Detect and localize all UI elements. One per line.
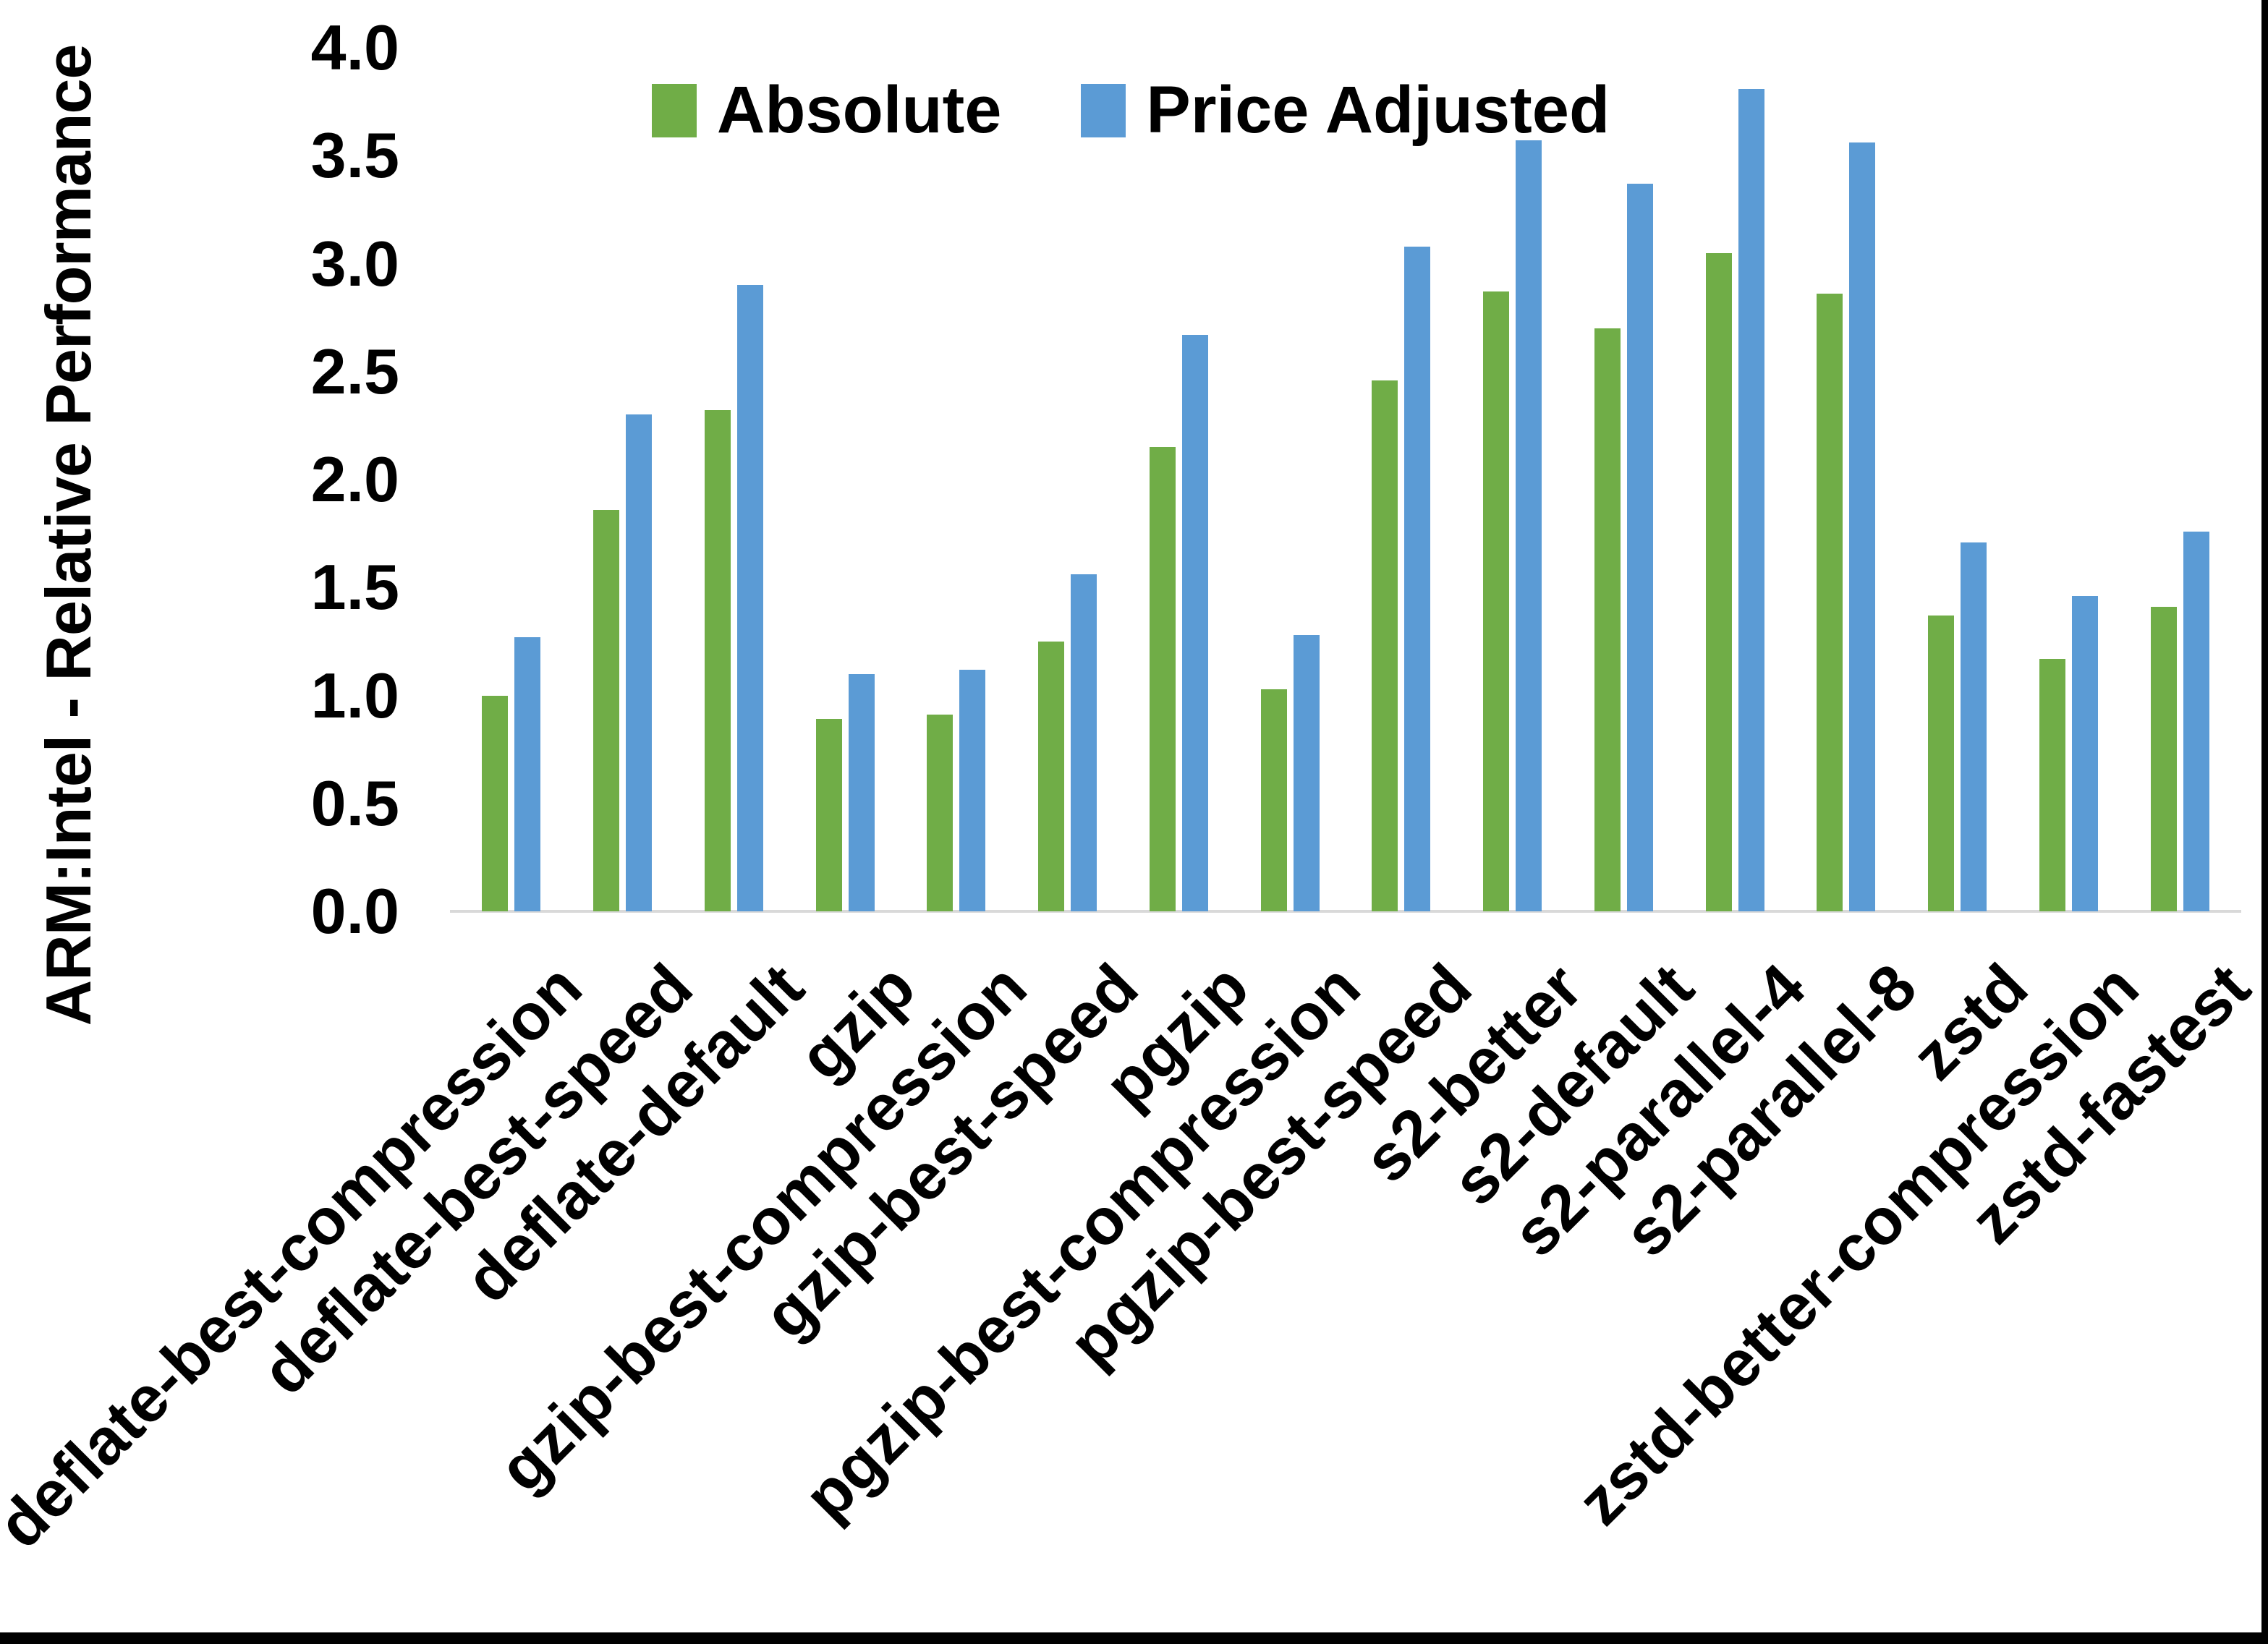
bar-price-adjusted (1404, 246, 1431, 911)
bar-absolute (1594, 328, 1621, 911)
legend-label-price-adjusted: Price Adjusted (1146, 73, 1610, 147)
bar-absolute (482, 695, 509, 911)
bar-absolute (927, 715, 954, 911)
bar-absolute (1705, 252, 1732, 911)
bar-absolute (815, 719, 842, 911)
bar-price-adjusted (1626, 184, 1653, 911)
legend-swatch-price-adjusted-icon (1081, 83, 1126, 137)
bar-absolute (1372, 380, 1398, 911)
bar-price-adjusted (514, 636, 541, 911)
bar-price-adjusted (1849, 142, 1876, 911)
bar-absolute (704, 410, 731, 911)
bar-price-adjusted (1961, 542, 1987, 911)
bar-absolute (1928, 616, 1955, 911)
bar-price-adjusted (2183, 531, 2209, 911)
bar-price-adjusted (1071, 574, 1097, 911)
y-tick-label: 1.0 (310, 659, 399, 731)
bar-absolute (593, 509, 620, 911)
y-axis-title: ARM:Intel - Relative Performance (33, 44, 104, 1026)
legend-label-absolute: Absolute (716, 73, 1002, 147)
y-tick-label: 3.5 (310, 119, 399, 192)
y-tick-label: 0.5 (310, 767, 399, 839)
bar-absolute (1817, 294, 1843, 911)
bar-absolute (1483, 291, 1510, 911)
bar-absolute (2150, 607, 2177, 911)
bar-price-adjusted (626, 414, 653, 911)
bar-price-adjusted (1181, 335, 1208, 911)
legend-item-absolute: Absolute (651, 72, 1002, 148)
y-tick-label: 2.5 (310, 335, 399, 407)
bar-absolute (1260, 689, 1287, 911)
bar-price-adjusted (1293, 634, 1320, 911)
legend-item-price-adjusted: Price Adjusted (1081, 72, 1610, 148)
plot-area (450, 48, 2241, 913)
legend: Absolute Price Adjusted (0, 72, 2261, 148)
bar-absolute (1149, 447, 1176, 911)
x-axis-line (450, 910, 2241, 913)
bar-price-adjusted (1516, 140, 1542, 911)
y-tick-label: 2.0 (310, 443, 399, 515)
legend-swatch-absolute-icon (651, 83, 697, 137)
bar-absolute (2039, 658, 2065, 911)
y-tick-label: 1.5 (310, 551, 399, 623)
y-tick-label: 4.0 (310, 12, 399, 83)
bar-absolute (1038, 641, 1065, 911)
bar-price-adjusted (1738, 88, 1764, 911)
bar-price-adjusted (2071, 596, 2098, 911)
bar-price-adjusted (959, 669, 986, 911)
y-tick-label: 0.0 (310, 875, 399, 947)
y-tick-label: 3.0 (310, 227, 399, 299)
bar-price-adjusted (736, 285, 763, 911)
bar-price-adjusted (848, 673, 875, 911)
